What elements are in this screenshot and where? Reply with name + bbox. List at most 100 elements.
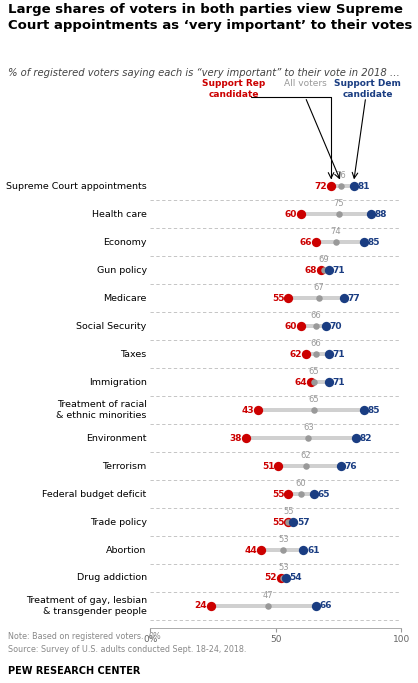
Text: 71: 71 — [332, 350, 345, 359]
Bar — [306, 352, 329, 356]
Bar — [261, 548, 303, 552]
Bar — [288, 492, 314, 496]
Point — [278, 572, 284, 583]
Text: 82: 82 — [360, 434, 372, 443]
Bar — [211, 604, 316, 608]
Point — [280, 572, 287, 583]
Text: 60: 60 — [296, 479, 306, 488]
Point — [310, 488, 317, 499]
Text: 65: 65 — [317, 490, 330, 499]
Text: 53: 53 — [278, 563, 289, 572]
Point — [298, 321, 304, 332]
Text: 65: 65 — [308, 395, 319, 404]
Bar — [288, 520, 293, 524]
Text: 44: 44 — [244, 546, 257, 555]
Text: 76: 76 — [345, 462, 357, 471]
Point — [353, 432, 359, 443]
Point — [318, 265, 324, 276]
Text: Drug addiction: Drug addiction — [76, 574, 147, 583]
Text: 55: 55 — [272, 294, 285, 303]
Point — [310, 404, 317, 415]
Point — [328, 181, 334, 192]
Point — [350, 181, 357, 192]
Text: 66: 66 — [311, 311, 321, 320]
Point — [255, 404, 262, 415]
Point — [298, 209, 304, 220]
Point — [310, 377, 317, 388]
Text: 55: 55 — [272, 518, 285, 527]
Text: Federal budget deficit: Federal budget deficit — [43, 490, 147, 499]
Text: Economy: Economy — [103, 238, 147, 247]
Bar — [288, 296, 344, 300]
Text: 70: 70 — [330, 322, 342, 331]
Point — [335, 209, 342, 220]
Text: 64: 64 — [295, 378, 307, 387]
Text: Support Dem
candidate: Support Dem candidate — [334, 79, 401, 98]
Point — [323, 321, 329, 332]
Text: 38: 38 — [229, 434, 242, 443]
Point — [368, 209, 375, 220]
Point — [325, 349, 332, 360]
Text: 74: 74 — [331, 227, 342, 236]
Point — [257, 544, 264, 555]
Text: % of registered voters saying each is “very important” to their vote in 2018 …: % of registered voters saying each is “v… — [8, 68, 400, 79]
Point — [285, 293, 292, 304]
Point — [315, 293, 322, 304]
Text: Treatment of racial
& ethnic minorities: Treatment of racial & ethnic minorities — [56, 400, 147, 420]
Text: 62: 62 — [290, 350, 302, 359]
Text: Treatment of gay, lesbian
& transgender people: Treatment of gay, lesbian & transgender … — [25, 596, 147, 615]
Point — [303, 349, 309, 360]
Point — [313, 349, 319, 360]
Text: 65: 65 — [308, 367, 319, 376]
Point — [305, 432, 312, 443]
Point — [340, 293, 347, 304]
Text: 52: 52 — [265, 574, 277, 583]
Bar — [301, 212, 371, 217]
Point — [298, 488, 304, 499]
Point — [285, 516, 292, 527]
Point — [313, 237, 319, 248]
Text: 0%: 0% — [148, 632, 161, 641]
Bar — [311, 380, 329, 384]
Text: 57: 57 — [297, 518, 310, 527]
Bar — [331, 184, 354, 189]
Point — [360, 237, 367, 248]
Bar — [278, 464, 341, 468]
Point — [325, 377, 332, 388]
Text: Medicare: Medicare — [103, 294, 147, 303]
Text: 55: 55 — [272, 490, 285, 499]
Text: 53: 53 — [278, 535, 289, 544]
Bar — [316, 240, 364, 245]
Text: Trade policy: Trade policy — [90, 518, 147, 527]
Text: Social Security: Social Security — [76, 322, 147, 331]
Text: PEW RESEARCH CENTER: PEW RESEARCH CENTER — [8, 666, 141, 676]
Text: 61: 61 — [307, 546, 320, 555]
Text: Health care: Health care — [92, 210, 147, 219]
Text: 85: 85 — [367, 238, 380, 247]
Text: 43: 43 — [242, 406, 255, 415]
Point — [265, 600, 272, 611]
Text: 68: 68 — [305, 266, 317, 275]
Bar — [281, 576, 286, 580]
Text: Terrorism: Terrorism — [102, 462, 147, 471]
Point — [280, 544, 287, 555]
Text: Gun policy: Gun policy — [97, 266, 147, 275]
Point — [313, 600, 319, 611]
Text: 72: 72 — [315, 182, 327, 191]
Text: Immigration: Immigration — [89, 378, 147, 387]
Text: 77: 77 — [347, 294, 360, 303]
Bar — [246, 436, 356, 440]
Point — [207, 600, 214, 611]
Text: 67: 67 — [313, 283, 324, 292]
Text: Environment: Environment — [86, 434, 147, 443]
Text: 66: 66 — [311, 339, 321, 348]
Point — [338, 460, 344, 471]
Point — [320, 265, 327, 276]
Text: Large shares of voters in both parties view Supreme
Court appointments as ‘very : Large shares of voters in both parties v… — [8, 3, 413, 32]
Text: 66: 66 — [320, 602, 332, 611]
Point — [300, 544, 307, 555]
Text: 55: 55 — [283, 507, 294, 516]
Text: Source: Survey of U.S. adults conducted Sept. 18-24, 2018.: Source: Survey of U.S. adults conducted … — [8, 645, 247, 654]
Text: All voters: All voters — [284, 79, 326, 87]
Text: 85: 85 — [367, 406, 380, 415]
